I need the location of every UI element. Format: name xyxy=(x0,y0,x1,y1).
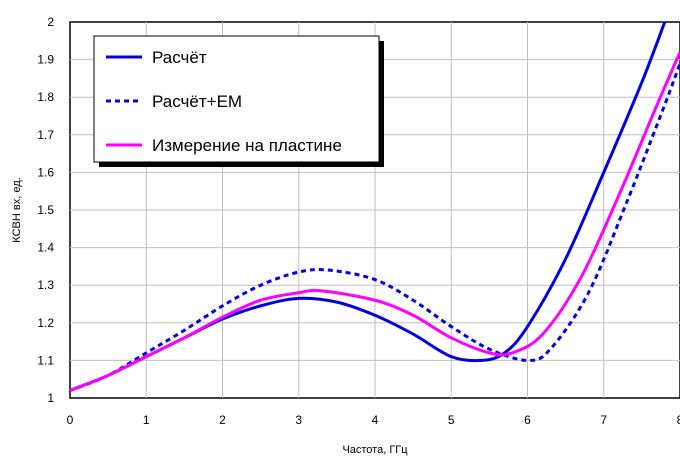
x-tick-label: 7 xyxy=(600,413,607,427)
y-axis-title: КСВН вх, ед. xyxy=(11,177,23,242)
y-tick-label: 1.9 xyxy=(37,53,54,67)
x-tick-label: 2 xyxy=(219,413,226,427)
x-axis-ticks: 0 1 2 3 4 5 6 7 8 xyxy=(67,413,680,427)
y-tick-label: 1.8 xyxy=(37,90,54,104)
x-tick-label: 3 xyxy=(295,413,302,427)
series-line-2 xyxy=(69,51,680,392)
legend: Расчёт Расчёт+ЕМ Измерение на пластине xyxy=(93,35,384,167)
legend-label-measurement: Измерение на пластине xyxy=(152,136,342,155)
y-tick-label: 1.4 xyxy=(37,241,54,255)
x-tick-label: 6 xyxy=(524,413,531,427)
x-axis-title: Частота, ГГц xyxy=(342,444,408,456)
y-tick-label: 1.5 xyxy=(37,203,54,217)
x-tick-label: 0 xyxy=(67,413,74,427)
y-tick-label: 1.7 xyxy=(37,128,54,142)
y-tick-label: 1.3 xyxy=(37,278,54,292)
x-tick-label: 4 xyxy=(372,413,379,427)
legend-label-raschet: Расчёт xyxy=(152,48,207,67)
y-tick-label: 2 xyxy=(47,15,54,29)
x-tick-label: 1 xyxy=(143,413,150,427)
legend-label-raschet-em: Расчёт+ЕМ xyxy=(152,92,242,111)
y-tick-label: 1.6 xyxy=(37,165,54,179)
series-lines xyxy=(69,21,680,392)
y-tick-label: 1.2 xyxy=(37,316,54,330)
x-tick-label: 8 xyxy=(677,413,680,427)
y-tick-label: 1.1 xyxy=(37,353,54,367)
series-line-1 xyxy=(69,62,680,392)
y-axis-ticks: 1 1.1 1.2 1.3 1.4 1.5 1.6 1.7 1.8 1.9 2 xyxy=(37,15,54,405)
y-tick-label: 1 xyxy=(47,391,54,405)
x-tick-label: 5 xyxy=(448,413,455,427)
